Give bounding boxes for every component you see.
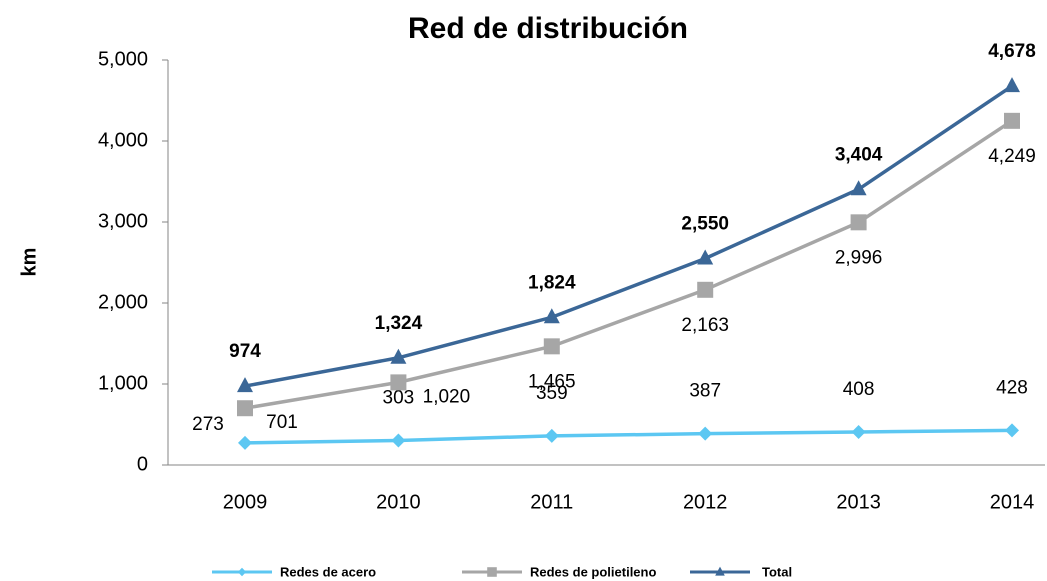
y-tick-label: 0 xyxy=(137,453,148,475)
data-label: 1,324 xyxy=(375,313,423,334)
marker xyxy=(1005,423,1019,438)
legend-marker xyxy=(237,567,247,577)
marker xyxy=(237,377,253,393)
legend-marker xyxy=(715,566,725,576)
y-tick-label: 5,000 xyxy=(98,48,148,70)
y-tick-label: 1,000 xyxy=(98,372,148,394)
data-label: 1,824 xyxy=(528,272,576,293)
marker xyxy=(698,426,713,441)
y-tick-label: 4,000 xyxy=(98,129,148,151)
legend-label: Redes de acero xyxy=(280,564,376,579)
legend-label: Redes de polietileno xyxy=(530,564,656,579)
x-tick-label: 2014 xyxy=(990,491,1035,513)
series-line xyxy=(244,428,1013,445)
marker xyxy=(1004,77,1020,93)
data-label: 428 xyxy=(996,377,1028,398)
legend-label: Total xyxy=(762,564,792,579)
data-label: 1,465 xyxy=(528,371,576,392)
data-label: 303 xyxy=(383,387,415,408)
data-label: 1,020 xyxy=(423,386,471,407)
series-line xyxy=(244,84,1013,388)
chart-title: Red de distribución xyxy=(408,12,688,45)
data-label: 974 xyxy=(229,341,261,362)
data-label: 3,404 xyxy=(835,144,883,165)
marker xyxy=(851,424,866,439)
data-label: 273 xyxy=(192,414,224,435)
marker xyxy=(390,374,407,391)
marker xyxy=(543,338,560,355)
marker xyxy=(1004,112,1020,129)
data-label: 4,678 xyxy=(988,41,1036,62)
marker xyxy=(391,433,406,448)
data-label: 2,996 xyxy=(835,247,883,268)
x-tick-label: 2009 xyxy=(223,491,268,513)
legend-marker xyxy=(487,567,497,577)
marker xyxy=(543,308,560,324)
data-label: 701 xyxy=(266,412,298,433)
marker xyxy=(237,400,253,417)
data-label: 408 xyxy=(843,379,875,400)
data-label: 359 xyxy=(536,383,568,404)
marker xyxy=(390,348,407,364)
marker xyxy=(697,281,714,298)
marker xyxy=(850,180,867,196)
y-tick-label: 3,000 xyxy=(98,210,148,232)
marker xyxy=(697,249,714,265)
data-label: 2,163 xyxy=(681,315,729,336)
y-axis-label: km xyxy=(18,248,40,277)
data-label: 387 xyxy=(689,381,721,402)
x-tick-label: 2010 xyxy=(376,491,421,513)
y-tick-label: 2,000 xyxy=(98,291,148,313)
series-line xyxy=(244,119,1013,410)
data-label: 2,550 xyxy=(681,213,729,234)
x-tick-label: 2013 xyxy=(836,491,881,513)
marker xyxy=(544,428,559,443)
data-label: 4,249 xyxy=(988,146,1036,167)
marker xyxy=(850,214,867,231)
x-tick-label: 2012 xyxy=(683,491,728,513)
x-tick-label: 2011 xyxy=(530,491,573,513)
marker xyxy=(238,435,252,450)
